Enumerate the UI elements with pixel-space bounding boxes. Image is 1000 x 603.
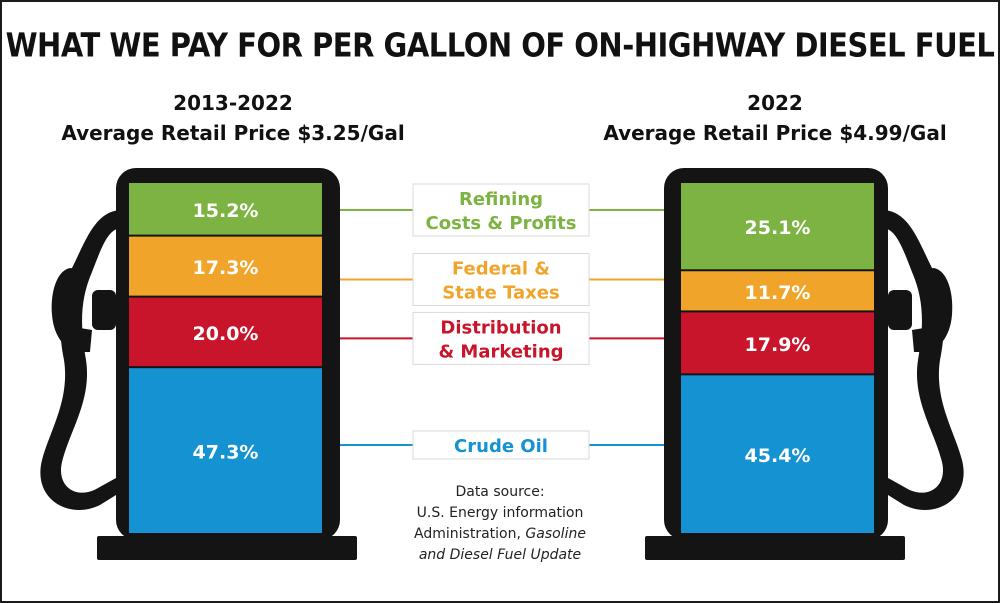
left-period: 2013-2022 bbox=[173, 91, 293, 115]
category-box-crude bbox=[412, 430, 590, 460]
right-value-refining: 25.1% bbox=[745, 217, 811, 239]
chart-title: WHAT WE PAY FOR PER GALLON OF ON-HIGHWAY… bbox=[5, 25, 995, 65]
source-line-3-plain: Administration, bbox=[414, 526, 526, 542]
right-bar-refining bbox=[681, 183, 874, 270]
right-stack: 25.1% 11.7% 17.9% 45.4% bbox=[681, 183, 874, 533]
category-box-refining bbox=[412, 183, 590, 237]
right-bar-distribution bbox=[681, 312, 874, 374]
source-line-1: Data source: bbox=[455, 484, 545, 500]
left-value-distribution: 20.0% bbox=[193, 323, 259, 345]
left-price: Average Retail Price $3.25/Gal bbox=[61, 121, 405, 145]
left-bar-crude bbox=[129, 368, 322, 533]
category-box-distribution bbox=[412, 311, 590, 365]
right-value-crude: 45.4% bbox=[745, 445, 811, 467]
right-period: 2022 bbox=[747, 91, 803, 115]
left-value-taxes: 17.3% bbox=[193, 257, 259, 279]
category-label-taxes-1: Federal & bbox=[452, 258, 550, 279]
right-price: Average Retail Price $4.99/Gal bbox=[603, 121, 947, 145]
right-heading: 2022 Average Retail Price $4.99/Gal bbox=[570, 88, 980, 148]
category-label-refining-2: Costs & Profits bbox=[426, 213, 577, 234]
left-value-refining: 15.2% bbox=[193, 200, 259, 222]
source-line-2: U.S. Energy information bbox=[416, 505, 584, 521]
left-heading: 2013-2022 Average Retail Price $3.25/Gal bbox=[28, 88, 438, 148]
source-line-4: and Diesel Fuel Update bbox=[395, 545, 605, 566]
connectors bbox=[340, 209, 664, 446]
left-stack: 15.2% 17.3% 20.0% 47.3% bbox=[129, 183, 322, 533]
category-box-taxes bbox=[412, 252, 590, 306]
category-label-taxes-2: State Taxes bbox=[442, 282, 559, 303]
right-bar-taxes bbox=[681, 271, 874, 311]
data-source-note: Data source: U.S. Energy information Adm… bbox=[395, 482, 605, 566]
right-value-taxes: 11.7% bbox=[745, 282, 811, 304]
left-bar-taxes bbox=[129, 236, 322, 296]
category-label-distribution-1: Distribution bbox=[440, 317, 561, 338]
category-label-crude-1: Crude Oil bbox=[454, 436, 548, 457]
left-value-crude: 47.3% bbox=[193, 442, 259, 464]
category-label-refining-1: Refining bbox=[459, 189, 543, 210]
source-line-4-italic: and Diesel Fuel Update bbox=[418, 547, 582, 563]
category-label-distribution-2: & Marketing bbox=[438, 341, 563, 362]
left-bar-refining bbox=[129, 183, 322, 235]
source-line-3-italic: Gasoline bbox=[525, 526, 586, 542]
source-line-3: Administration, Gasoline bbox=[395, 524, 605, 545]
category-labels: Refining Costs & Profits Federal & State Ta… bbox=[412, 183, 590, 460]
right-bar-crude bbox=[681, 375, 874, 533]
right-value-distribution: 17.9% bbox=[745, 334, 811, 356]
left-bar-distribution bbox=[129, 297, 322, 367]
